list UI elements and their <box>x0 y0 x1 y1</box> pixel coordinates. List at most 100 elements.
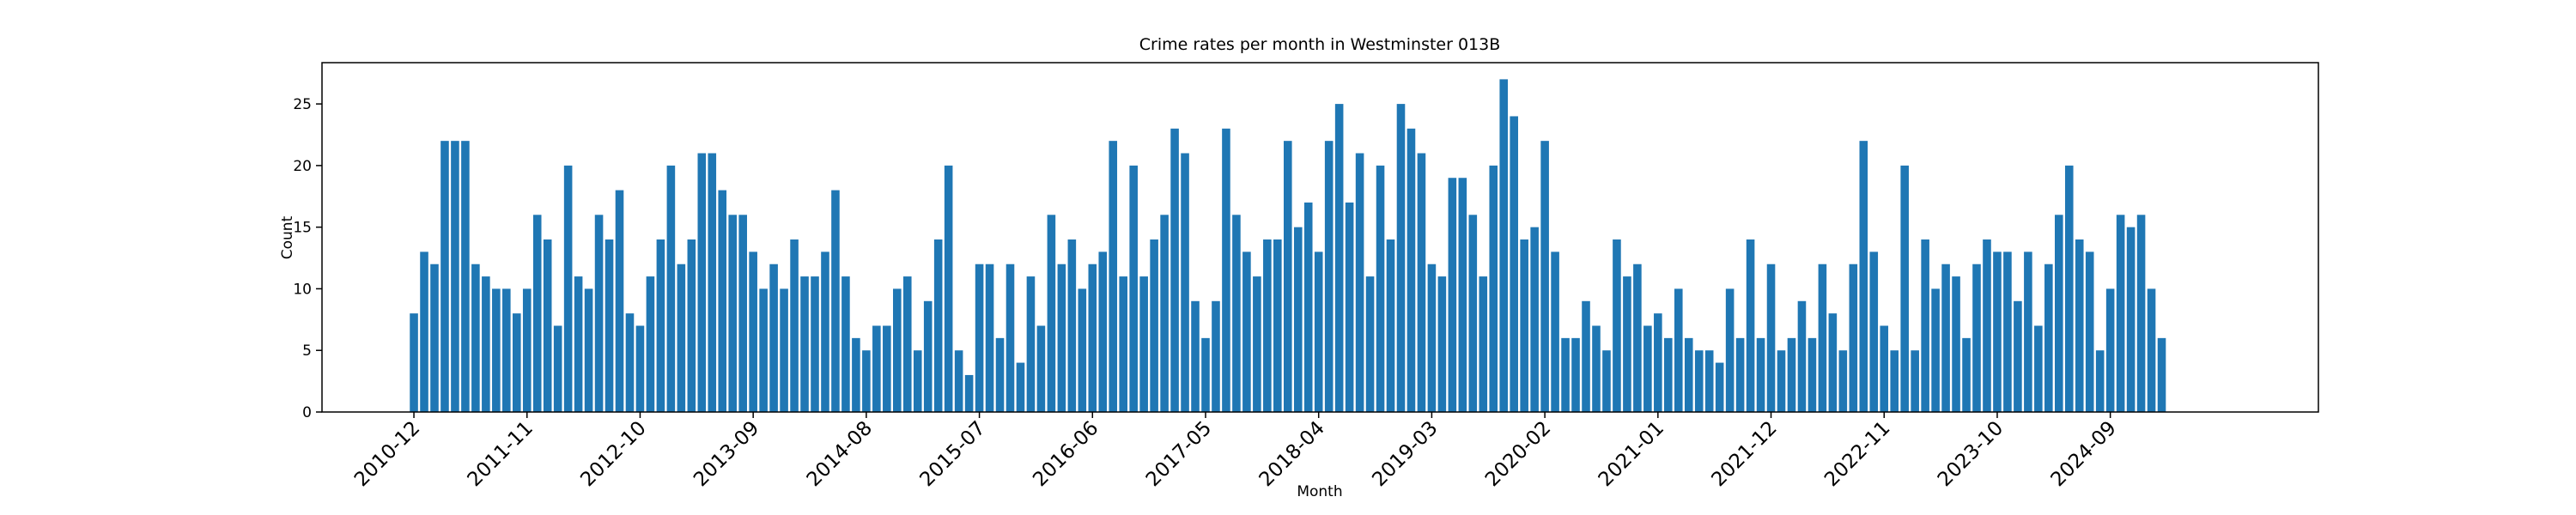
bar <box>1756 337 1765 412</box>
bar <box>615 190 624 413</box>
x-tick-label: 2022-11 <box>1820 417 1894 491</box>
bar <box>1191 300 1200 412</box>
bar <box>1448 178 1457 413</box>
bar <box>933 239 943 412</box>
bar <box>553 325 562 412</box>
bar <box>852 337 860 412</box>
bar <box>687 239 696 412</box>
bar <box>492 288 501 412</box>
bar <box>1654 313 1662 412</box>
bar <box>677 264 686 412</box>
bar <box>522 288 532 412</box>
bar <box>1551 251 1559 412</box>
bar <box>502 288 511 412</box>
bar <box>1777 350 1786 412</box>
bar <box>1704 350 1714 412</box>
bar <box>944 165 953 412</box>
chart-title: Crime rates per month in Westminster 013… <box>1139 35 1501 54</box>
x-tick-label: 2013-09 <box>690 417 763 491</box>
bar <box>1520 239 1528 412</box>
bar <box>2157 337 2166 412</box>
bar <box>2147 288 2156 412</box>
bar <box>1324 141 1334 412</box>
bar <box>902 276 912 412</box>
bar <box>872 325 881 412</box>
bar <box>1016 362 1025 412</box>
bar <box>1160 215 1169 412</box>
x-tick-label: 2024-09 <box>2047 417 2121 491</box>
bar <box>718 190 727 413</box>
bar <box>1376 165 1385 412</box>
bar <box>1715 362 1724 412</box>
bar <box>1036 325 1046 412</box>
bar <box>2034 325 2043 412</box>
bar <box>1283 141 1292 412</box>
bar <box>1571 337 1580 412</box>
bar <box>790 239 799 412</box>
bar <box>2064 165 2074 412</box>
x-tick-label: 2014-08 <box>803 417 877 491</box>
bar <box>1911 350 1919 412</box>
bar <box>1993 251 2002 412</box>
bar <box>410 313 418 412</box>
bar <box>2085 251 2094 412</box>
bar <box>1972 264 1981 412</box>
bar <box>1005 264 1015 412</box>
bar <box>1201 337 1210 412</box>
bar <box>985 264 994 412</box>
bar <box>1078 288 1087 412</box>
bar <box>1582 300 1590 412</box>
bar <box>1057 264 1066 412</box>
bar <box>954 350 963 412</box>
x-tick-label: 2016-06 <box>1029 417 1103 491</box>
bar <box>605 239 614 412</box>
bar <box>1664 337 1673 412</box>
bar <box>1931 288 1940 412</box>
bar <box>964 374 974 412</box>
bar <box>1468 215 1478 412</box>
bar <box>811 276 819 412</box>
bar <box>1139 276 1148 412</box>
bar <box>1303 202 1313 412</box>
y-tick-label: 20 <box>293 158 312 175</box>
x-tick-label: 2018-04 <box>1255 417 1329 491</box>
bar <box>2044 264 2053 412</box>
bar <box>1613 239 1621 412</box>
bar <box>1746 239 1755 412</box>
bar <box>1684 337 1693 412</box>
bar <box>2003 251 2012 412</box>
bar <box>1242 251 1251 412</box>
bar <box>666 165 676 412</box>
bar <box>2126 227 2136 412</box>
bar <box>1623 276 1631 412</box>
bar <box>1334 104 1344 412</box>
bar <box>1181 153 1189 412</box>
bar <box>1263 239 1272 412</box>
plot-frame <box>321 62 2319 413</box>
bar <box>923 300 933 412</box>
bar <box>1828 313 1838 412</box>
bar <box>440 141 449 412</box>
bar <box>656 239 665 412</box>
bar <box>1417 153 1426 412</box>
bar <box>1386 239 1395 412</box>
x-tick-label: 2011-11 <box>464 417 538 491</box>
x-tick-label: 2021-12 <box>1707 417 1781 491</box>
bar <box>1962 337 1971 412</box>
bar <box>1129 165 1138 412</box>
bar <box>461 141 470 412</box>
bar <box>1561 337 1570 412</box>
bar <box>1489 165 1498 412</box>
bar <box>482 276 490 412</box>
x-tick-label: 2015-07 <box>915 417 989 491</box>
bar <box>728 215 738 412</box>
bar <box>2075 239 2084 412</box>
bar <box>1869 251 1879 412</box>
bar <box>1674 288 1683 412</box>
bar <box>2095 350 2105 412</box>
bar <box>1396 104 1406 412</box>
y-tick-label: 0 <box>302 404 312 421</box>
bar <box>512 313 521 412</box>
bar <box>1602 350 1611 412</box>
bar <box>1212 300 1220 412</box>
